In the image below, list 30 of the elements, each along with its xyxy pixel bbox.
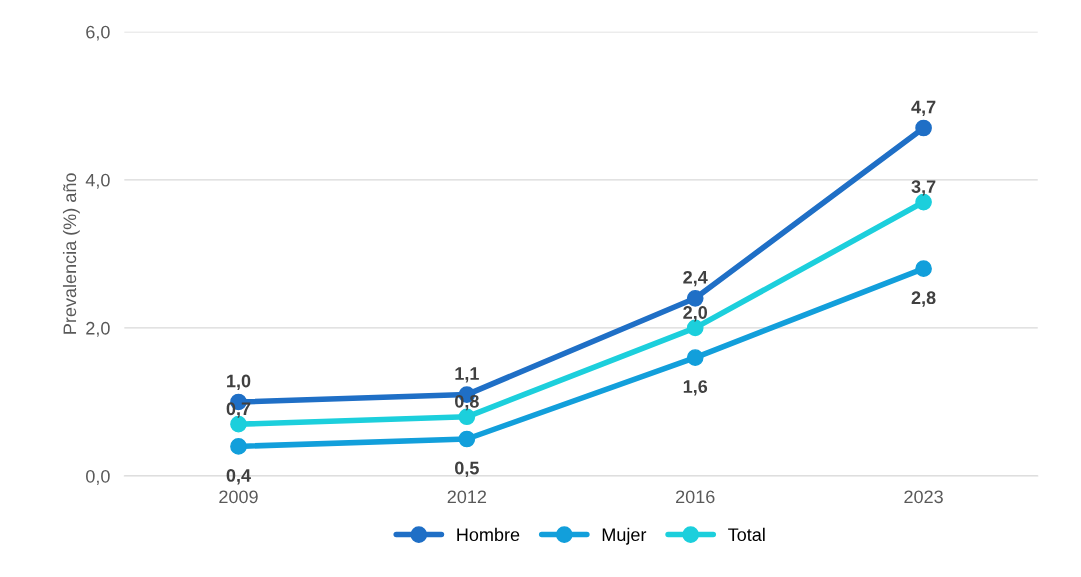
data-label: 2,8	[911, 291, 936, 307]
data-label: 1,1	[455, 367, 479, 383]
data-label: 2,0	[683, 306, 708, 322]
data-label: 2,4	[683, 270, 708, 287]
point	[915, 119, 932, 137]
data-label: 3,7	[911, 180, 936, 196]
y-axis-title: Prevalencia (%) año	[62, 173, 80, 334]
x-tick-label: 2012	[447, 490, 487, 504]
y-tick-label: 2,0	[86, 321, 110, 337]
point	[686, 289, 704, 307]
x-tick-label: 2016	[676, 490, 715, 504]
x-tick-label: 2009	[219, 490, 258, 504]
data-label: 0,4	[226, 469, 251, 485]
point	[230, 438, 247, 455]
legend-label: Mujer	[602, 527, 647, 545]
data-label: 0,7	[226, 402, 251, 418]
data-label: 1,6	[683, 380, 708, 396]
point	[686, 349, 704, 366]
data-label: 0,5	[455, 461, 479, 478]
point	[458, 430, 476, 448]
point	[915, 260, 932, 278]
y-tick-label: 0,0	[86, 469, 110, 485]
y-tick-label: 4,0	[85, 173, 110, 189]
x-tick-label: 2023	[904, 490, 943, 504]
data-label: 0,8	[455, 394, 479, 411]
data-label: 1,0	[227, 374, 251, 390]
legend-label: Total	[728, 527, 765, 542]
data-label: 4,7	[911, 100, 936, 117]
legend-label: Hombre	[457, 527, 520, 542]
y-tick-label: 6,0	[86, 25, 110, 41]
